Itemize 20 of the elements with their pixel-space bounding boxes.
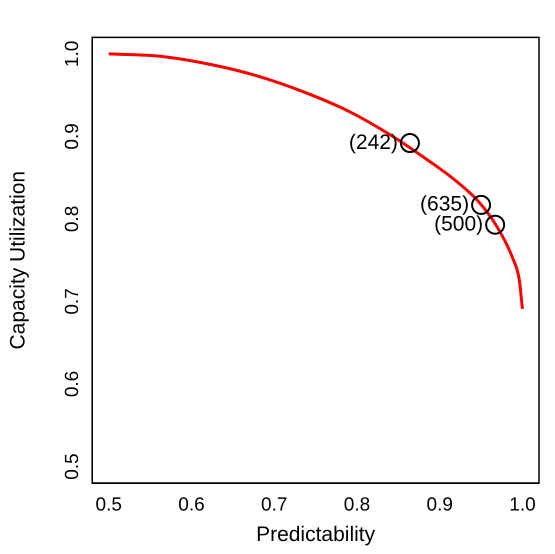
x-tick-label: 0.7 [261, 494, 288, 516]
point [471, 194, 492, 215]
x-tick-label: 0.9 [426, 494, 453, 516]
x-axis-title: Predictability [256, 523, 376, 546]
x-tick-label: 1.0 [509, 494, 536, 516]
x-tick-label: 0.5 [96, 494, 122, 516]
x-tick-label: 0.8 [344, 494, 370, 516]
y-tick-label: 0.8 [62, 206, 83, 232]
y-tick-label: 1.0 [62, 40, 83, 68]
y-tick-label: 0.9 [62, 123, 83, 150]
annotation: (635) [420, 192, 470, 216]
y-axis-title: Capacity Utilization [6, 170, 30, 350]
y-tick-label: 0.7 [62, 288, 83, 315]
point [400, 133, 420, 154]
y-tick-label: 0.5 [62, 453, 83, 480]
point [485, 214, 506, 235]
line-series [107, 52, 524, 310]
annotation: (242) [348, 130, 398, 154]
x-tick-label: 0.6 [178, 494, 205, 516]
y-tick-label: 0.6 [62, 370, 83, 398]
